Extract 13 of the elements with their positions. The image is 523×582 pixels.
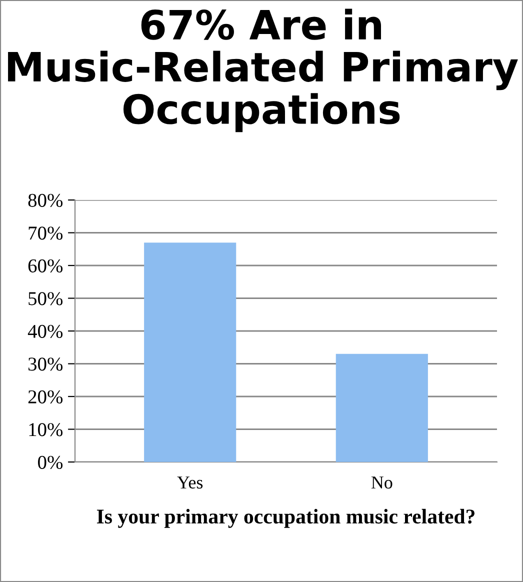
y-tick-label: 60%	[28, 259, 63, 272]
y-tick-label: 0%	[38, 456, 63, 469]
y-tick-label: 80%	[28, 194, 63, 207]
y-tick-label: 40%	[28, 324, 63, 338]
y-tick-label: 20%	[28, 390, 63, 404]
x-tick-label: No	[371, 476, 392, 489]
x-tick-label: Yes	[177, 476, 203, 489]
y-tick-label: 70%	[28, 226, 63, 240]
chart-title: 67% Are in Music-Related Primary Occupations	[8, 8, 518, 132]
y-tick-label: 50%	[28, 292, 63, 306]
y-tick-label: 30%	[28, 358, 63, 371]
x-axis-title: Is your primary occupation music related?	[96, 508, 474, 528]
y-tick-label: 10%	[29, 423, 63, 436]
